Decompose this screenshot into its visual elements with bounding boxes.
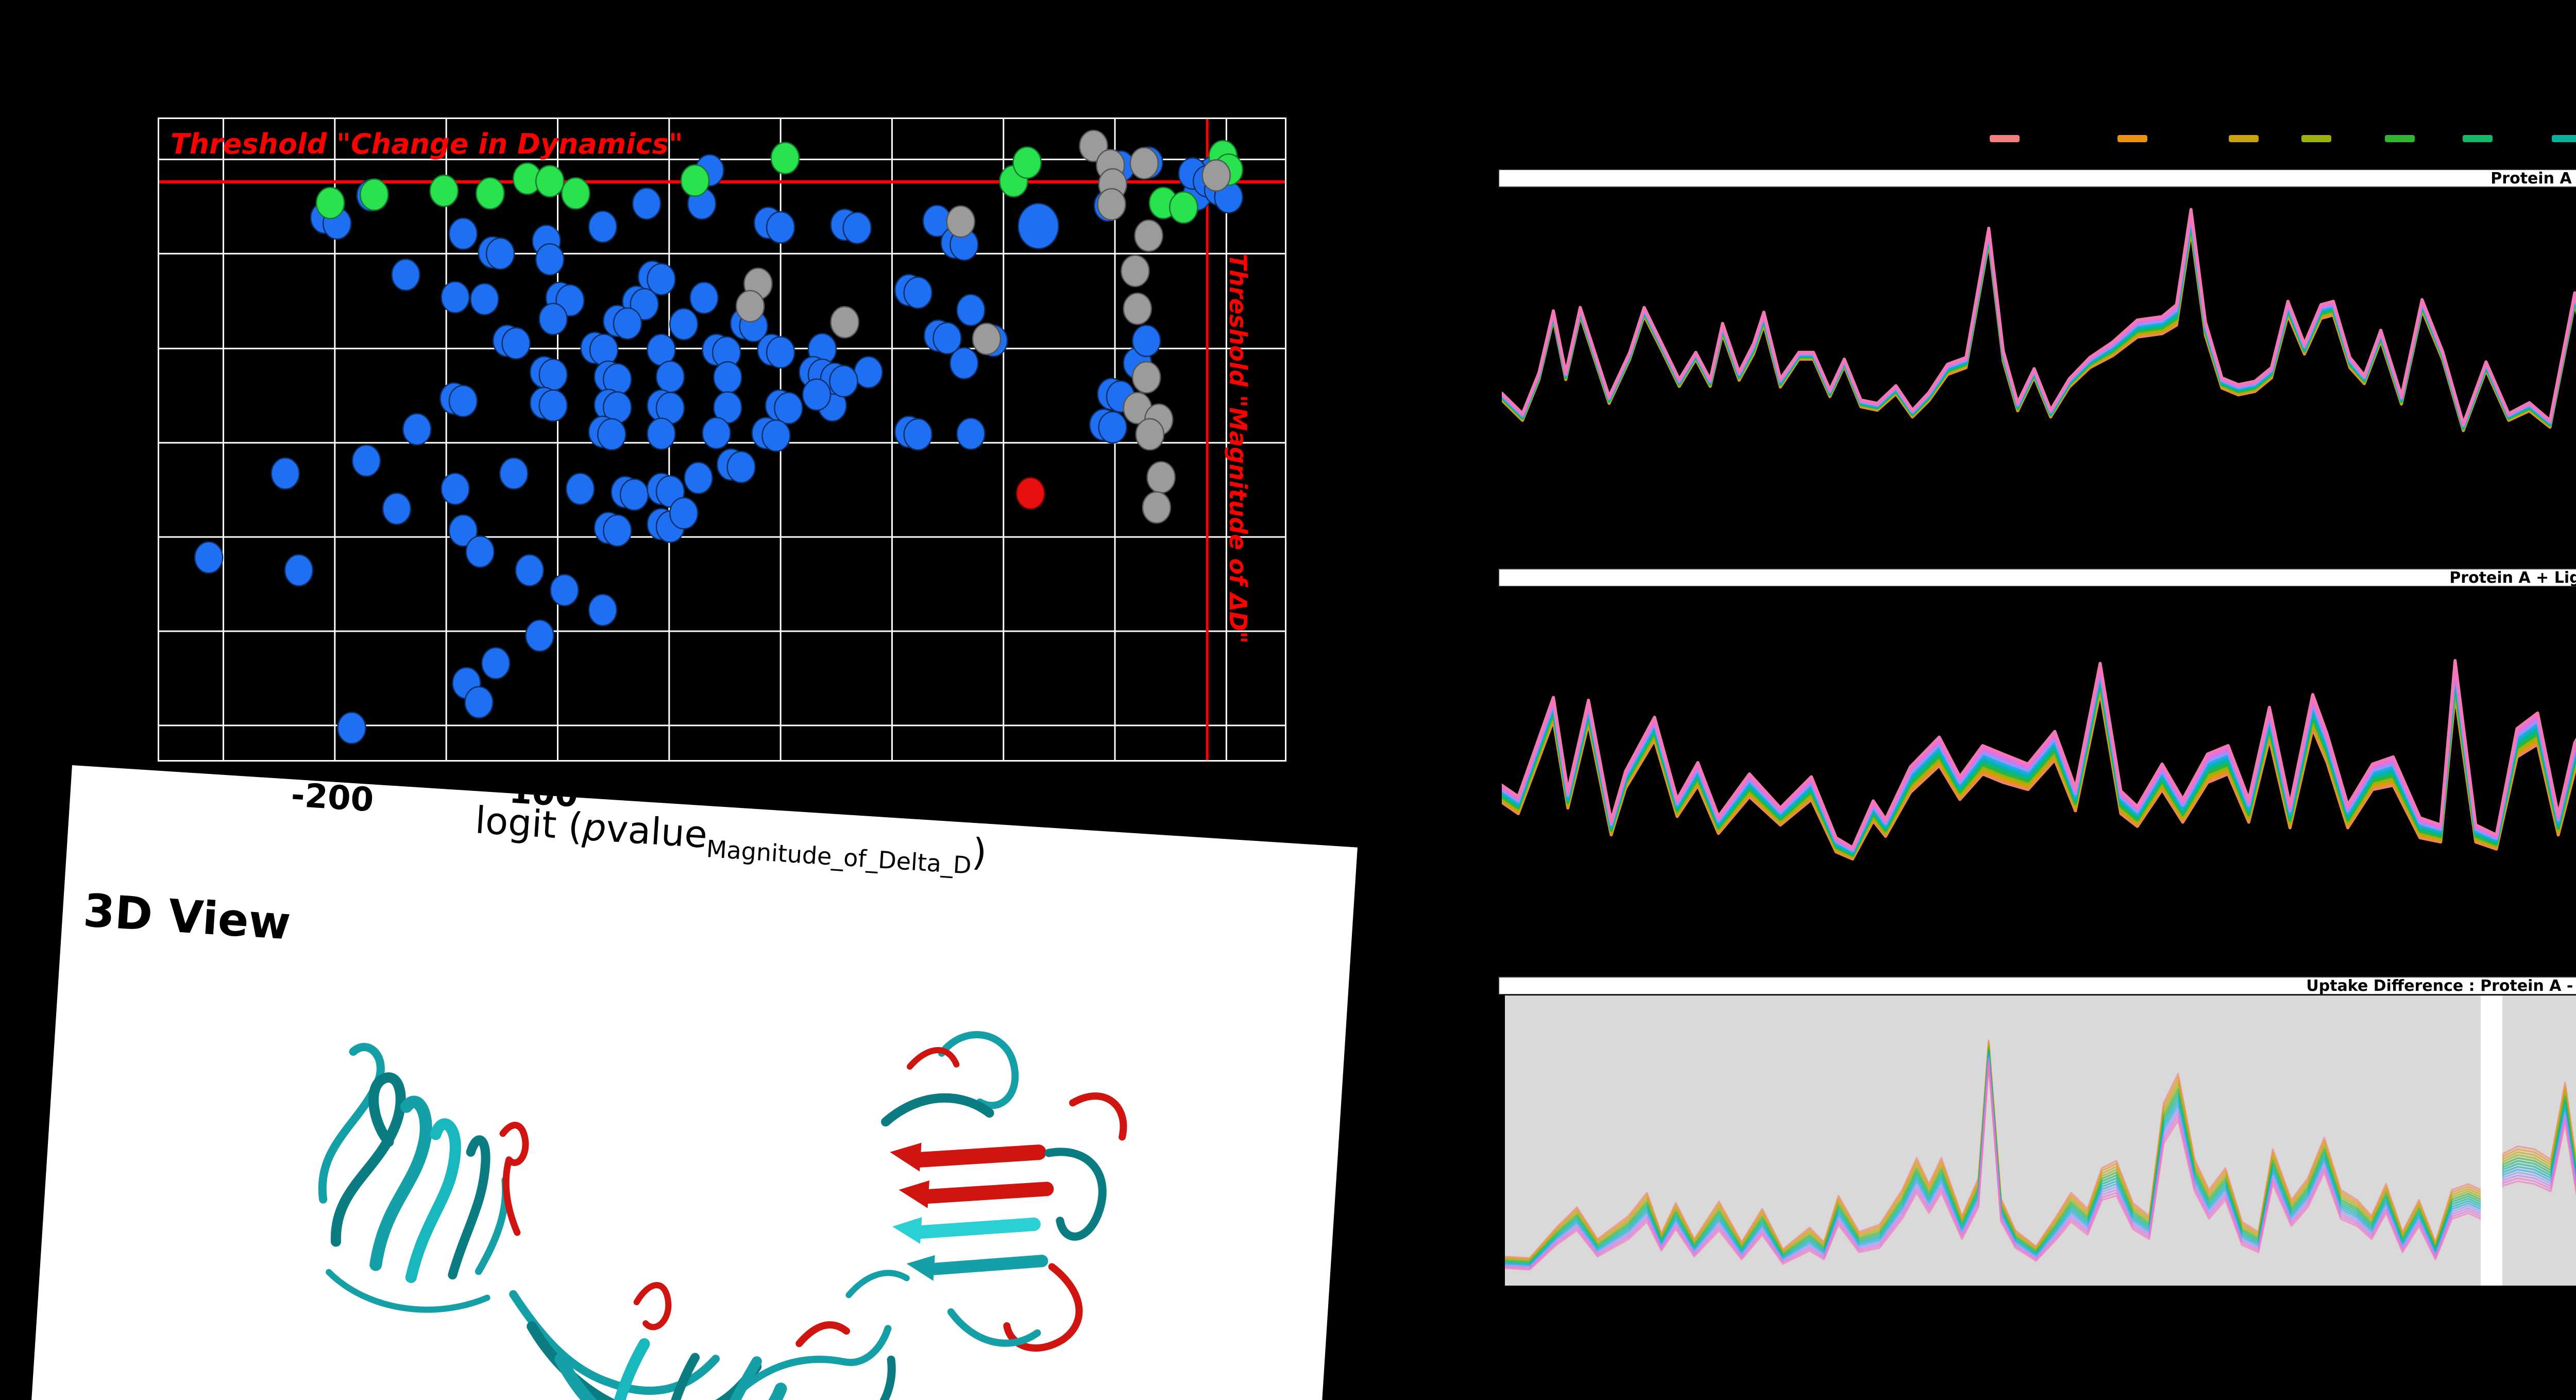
x-axis-tick--200: -200 — [290, 776, 375, 820]
threshold-change-in-dynamics-label: Threshold "Change in Dynamics" — [170, 128, 683, 161]
chart3-title: Uptake Difference : Protein A - (Protein… — [2306, 976, 2576, 995]
legend-key-2 — [2117, 135, 2147, 142]
protein-ribbon-graphic[interactable] — [242, 949, 1177, 1400]
chart1-title: Protein A — [2490, 169, 2572, 188]
chart2-title: Protein A + Ligand — [2449, 568, 2576, 587]
3d-view-heading: 3D View — [81, 884, 293, 950]
x-axis-label-p: p — [581, 805, 608, 850]
legend-key-7 — [2552, 135, 2576, 142]
legend-key-1 — [1990, 135, 2020, 142]
chart3-title-bar: Uptake Difference : Protein A - (Protein… — [1498, 976, 2576, 995]
uptake-chart-protein-a — [1502, 208, 2576, 432]
legend-key-6 — [2463, 135, 2493, 142]
uptake-chart-protein-a-ligand — [1502, 659, 2576, 861]
volcano-plot: Threshold "Change in Dynamics" Threshold… — [158, 117, 1286, 762]
x-axis-label: logit (pvalueMagnitude_of_Delta_D) — [395, 794, 1066, 886]
uptake-difference-chart-area — [1504, 996, 2576, 1286]
legend-key-3 — [2229, 135, 2259, 142]
legend-key-5 — [2385, 135, 2415, 142]
uptake-difference-chart — [1504, 996, 2576, 1286]
x-axis-label-prefix: logit ( — [473, 798, 584, 849]
chart1-title-bar: Protein A — [1498, 169, 2576, 188]
x-axis-label-subscript: Magnitude_of_Delta_D — [705, 834, 973, 880]
3d-view-panel: -200 100 logit (pvalueMagnitude_of_Delta… — [26, 765, 1358, 1400]
legend-key-4 — [2301, 135, 2331, 142]
x-axis-label-suffix: ) — [971, 830, 988, 874]
chart2-title-bar: Protein A + Ligand — [1498, 568, 2576, 587]
volcano-scatter-layer — [159, 119, 1285, 760]
x-axis-label-value: value — [604, 806, 709, 856]
threshold-magnitude-label: Threshold "Magnitude of ΔD" — [1224, 254, 1252, 644]
